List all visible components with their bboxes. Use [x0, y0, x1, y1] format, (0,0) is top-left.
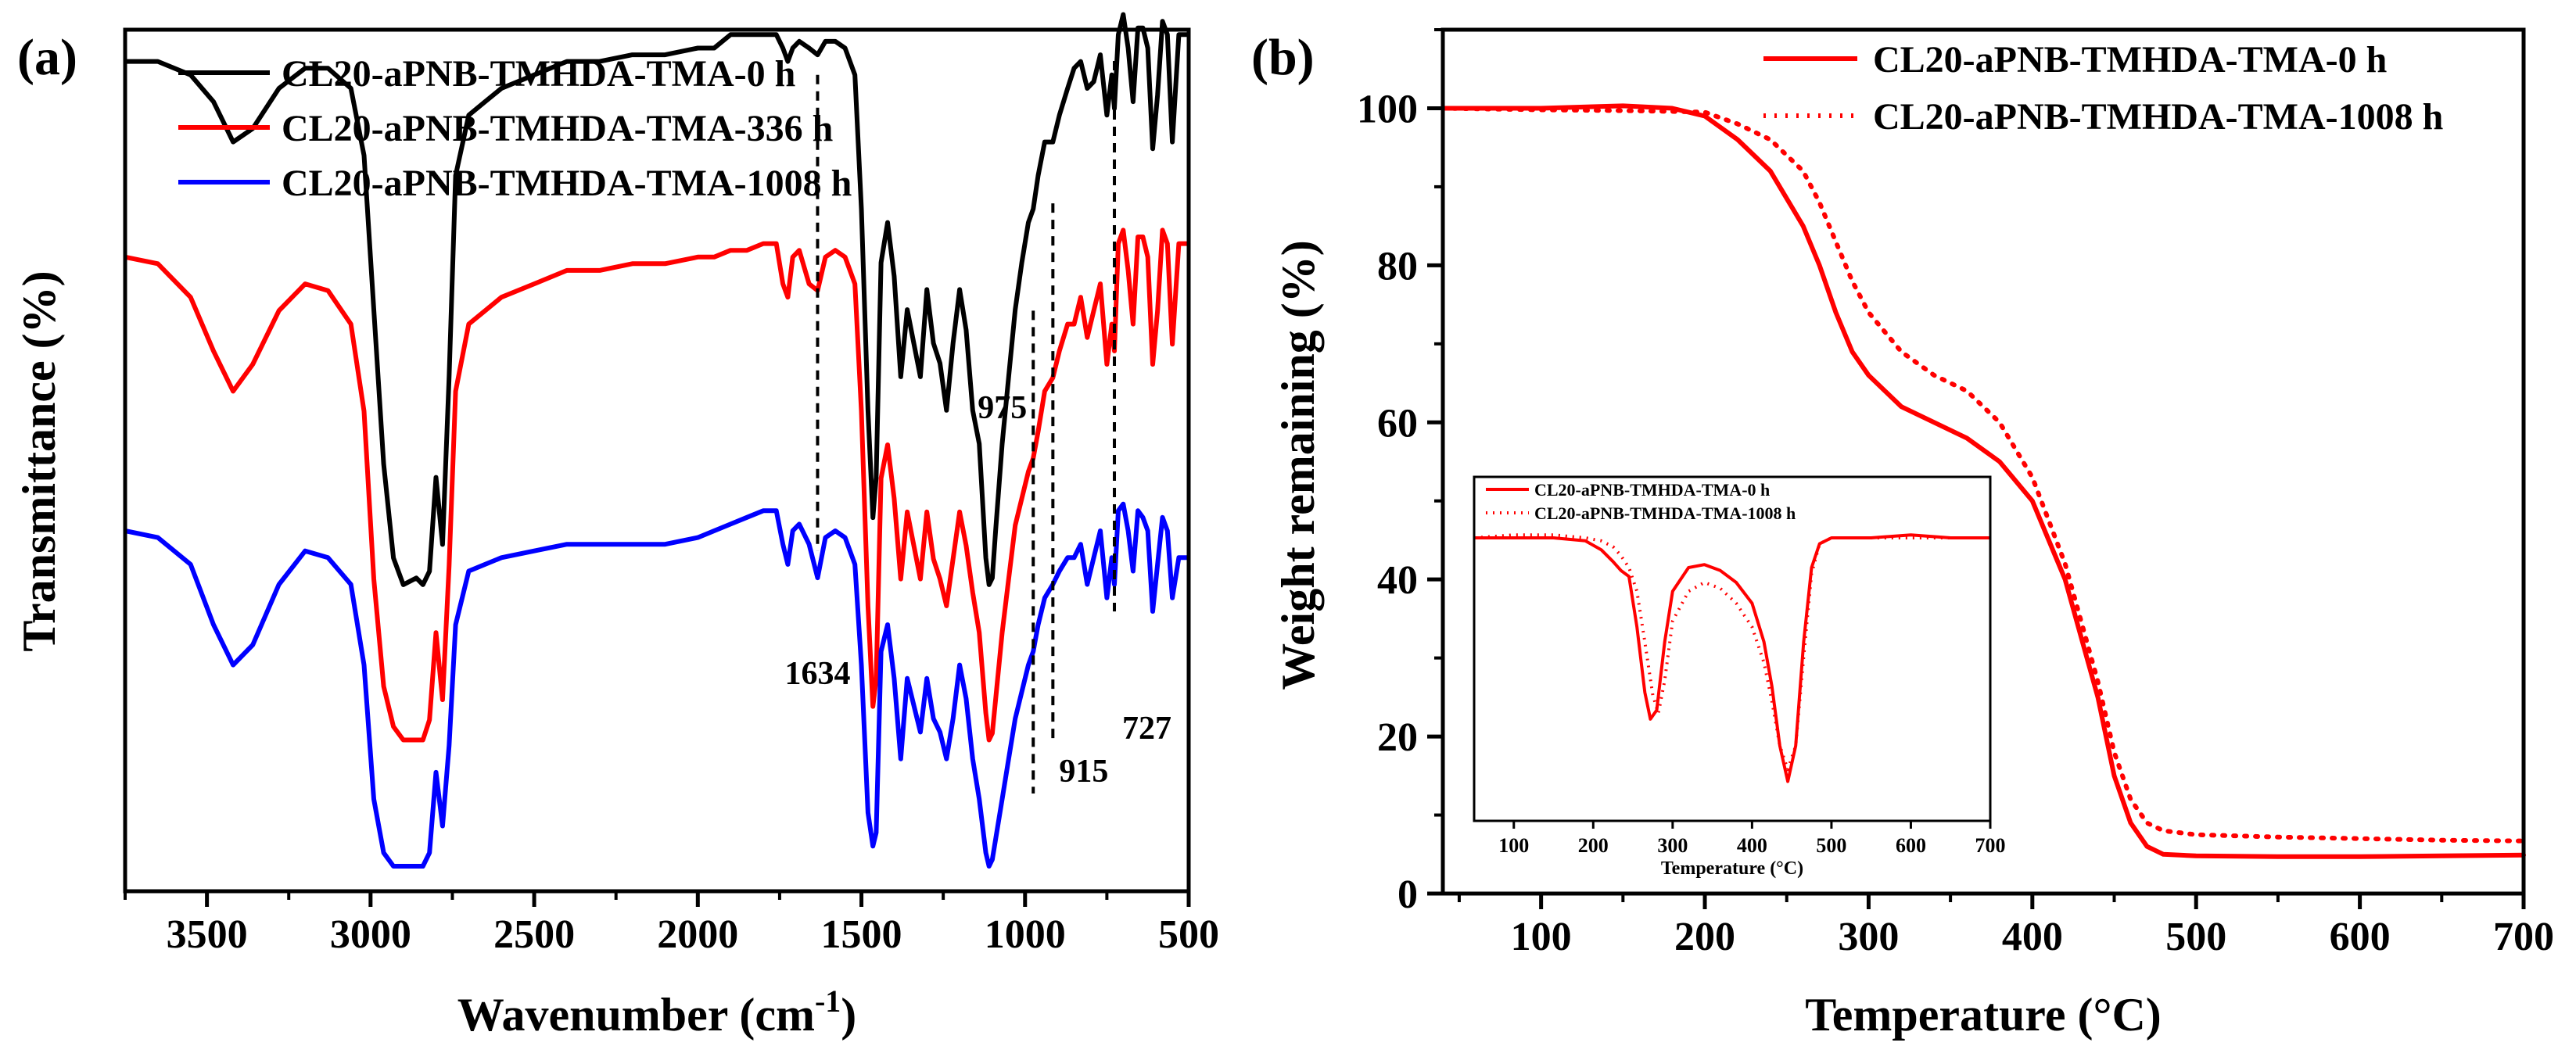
- panel-a-label: (a): [17, 29, 77, 86]
- panel-b-y-tick-label-60: 60: [1377, 401, 1418, 446]
- panel-a-series-group: [124, 12, 1189, 869]
- annotation-label-915: 915: [1059, 754, 1108, 790]
- inset-axes-frame: [1473, 475, 1992, 822]
- annotation-label-1634: 1634: [784, 656, 850, 692]
- panel-b-x-tick-label-600: 600: [2330, 915, 2391, 959]
- inset-x-ticks: 100 200 300 400 500 600 700: [1498, 821, 2006, 857]
- panel-a-annotations: 1634 975 915 727: [784, 61, 1171, 794]
- panel-a-x-tick-label-500: 500: [1158, 912, 1219, 957]
- panel-b-y-tick-label-20: 20: [1377, 715, 1418, 760]
- inset-x-tick-label-400: 400: [1737, 834, 1767, 857]
- inset-x-tick-label-100: 100: [1498, 834, 1529, 857]
- panel-b-x-tick-label-500: 500: [2165, 915, 2226, 959]
- panel-a-x-tick-label-3000: 3000: [330, 912, 411, 957]
- panel-b-y-tick-label-0: 0: [1397, 872, 1418, 917]
- inset-series-0: [1474, 533, 1990, 783]
- inset-x-tick-label-600: 600: [1896, 834, 1926, 857]
- panel-a-legend-label-0: CL20-aPNB-TMHDA-TMA-0 h: [282, 53, 795, 95]
- panel-a-x-tick-label-2000: 2000: [657, 912, 738, 957]
- inset-legend: CL20-aPNB-TMHDA-TMA-0 h CL20-aPNB-TMHDA-T…: [1486, 480, 1796, 523]
- inset-legend-label-0: CL20-aPNB-TMHDA-TMA-0 h: [1534, 480, 1770, 500]
- panel-b-x-tick-label-400: 400: [2002, 915, 2063, 959]
- inset-x-tick-label-700: 700: [1975, 834, 2006, 857]
- panel-b-x-tick-label-300: 300: [1838, 915, 1899, 959]
- panel-b-tga-chart: (b) 100 200 300 400 500 600 700 0 20 40 60 80 100 W…: [1251, 27, 2554, 1041]
- panel-a-x-tick-label-1000: 1000: [985, 912, 1066, 957]
- inset-x-tick-label-300: 300: [1657, 834, 1688, 857]
- panel-b-y-ticks: 0 20 40 60 80 100: [1357, 28, 1443, 917]
- panel-a-ftir-chart: (a) 1634 975 915 727 3500 3000 2500 2000 1500 10…: [13, 12, 1219, 1041]
- inset-legend-label-1: CL20-aPNB-TMHDA-TMA-1008 h: [1534, 503, 1796, 523]
- panel-a-series-1: [124, 227, 1189, 743]
- panel-b-legend-label-1: CL20-aPNB-TMHDA-TMA-1008 h: [1873, 96, 2443, 138]
- panel-b-x-tick-label-700: 700: [2493, 915, 2554, 959]
- panel-b-legend: CL20-aPNB-TMHDA-TMA-0 h CL20-aPNB-TMHDA-T…: [1763, 39, 2443, 138]
- panel-b-legend-label-0: CL20-aPNB-TMHDA-TMA-0 h: [1873, 39, 2387, 81]
- inset-x-axis-label: Temperature (°C): [1661, 858, 1803, 879]
- panel-b-label: (b): [1251, 29, 1315, 86]
- panel-b-y-tick-label-80: 80: [1377, 244, 1418, 288]
- inset-series-group: [1473, 533, 1990, 783]
- inset-x-tick-label-200: 200: [1578, 834, 1609, 857]
- panel-b-series-group: [1440, 103, 2526, 859]
- panel-a-x-tick-label-1500: 1500: [821, 912, 902, 957]
- panel-a-x-ticks: 3500 3000 2500 2000 1500 1000 500: [124, 891, 1219, 957]
- inset-x-tick-label-500: 500: [1816, 834, 1846, 857]
- panel-a-series-0: [125, 12, 1189, 587]
- panel-a-legend: CL20-aPNB-TMHDA-TMA-0 h CL20-aPNB-TMHDA-T…: [178, 53, 852, 204]
- panel-a-series-2: [124, 501, 1189, 869]
- panel-b-y-tick-label-40: 40: [1377, 558, 1418, 603]
- panel-a-axes-frame: [123, 27, 1191, 894]
- panel-a-legend-label-2: CL20-aPNB-TMHDA-TMA-1008 h: [282, 163, 852, 204]
- panel-a-y-axis-label: Transmittance (%): [13, 270, 65, 651]
- panel-b-x-ticks: 100 200 300 400 500 600 700: [1457, 894, 2554, 959]
- panel-a-x-axis-label: Wavenumber (cm-1): [457, 983, 857, 1041]
- panel-a-legend-label-1: CL20-aPNB-TMHDA-TMA-336 h: [282, 108, 833, 149]
- panel-b-y-axis-label: Weight remaining (%): [1272, 240, 1324, 690]
- annotation-label-727: 727: [1122, 711, 1171, 747]
- annotation-label-975: 975: [978, 390, 1027, 426]
- panel-b-series-1: [1440, 106, 2526, 844]
- panel-b-x-tick-label-100: 100: [1511, 915, 1572, 959]
- panel-b-x-axis-label: Temperature (°C): [1805, 989, 2162, 1041]
- panel-b-series-0: [1440, 103, 2526, 859]
- panel-b-axes-frame: [1440, 27, 2526, 896]
- panel-a-x-tick-label-2500: 2500: [493, 912, 575, 957]
- inset-background: [1466, 473, 1990, 825]
- panel-b-x-tick-label-200: 200: [1674, 915, 1735, 959]
- panel-b-y-tick-label-100: 100: [1357, 87, 1418, 131]
- panel-b-inset-dtg: 100 200 300 400 500 600 700 Temperature (°C) C…: [1466, 473, 2006, 879]
- panel-a-x-tick-label-3500: 3500: [167, 912, 248, 957]
